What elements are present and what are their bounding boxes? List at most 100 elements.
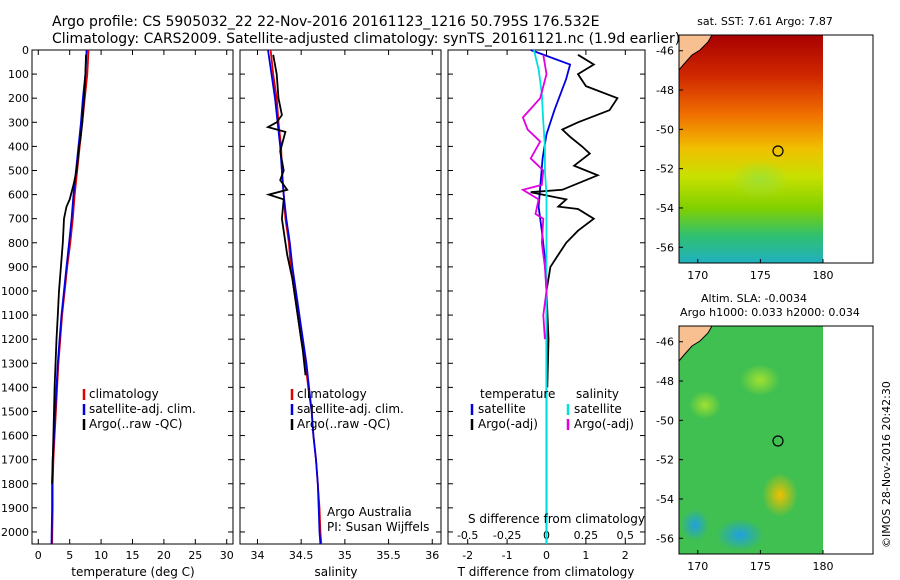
sla-low-anomaly-2 (681, 509, 709, 541)
sst-argo-float-marker (772, 145, 784, 157)
pressure-tick-label: 1400 (1, 381, 29, 394)
sla-map (678, 325, 874, 555)
salinity-x-tick-label: 36 (425, 549, 439, 562)
sla-coastline-land (678, 325, 713, 363)
salinity-series-argo (265, 54, 307, 376)
pressure-tick-label: 1700 (1, 454, 29, 467)
sst_map-lon-tick-label: 180 (813, 269, 834, 282)
pressure-tick-label: 800 (8, 237, 29, 250)
sst_map-lon-tick-label: 175 (750, 269, 771, 282)
pressure-tick-label: 100 (8, 68, 29, 81)
s-difference-axis-title: S difference from climatology (468, 512, 645, 526)
pressure-tick-label: 2000 (1, 526, 29, 539)
pressure-tick-label: 500 (8, 164, 29, 177)
header-line-2: Climatology: CARS2009. Satellite-adjuste… (52, 31, 680, 47)
sst-nodata-region (823, 35, 873, 263)
sst_map-lat-tick-label: -52 (656, 163, 674, 176)
sla-map-frame (678, 325, 874, 555)
pressure-tick-label: 1900 (1, 502, 29, 515)
salinity-panel: 34 34.5 35 35.5 36 climatologysatellite-adj. … (239, 49, 442, 562)
s-difference-tick-label: 0.25 (574, 529, 599, 542)
pressure-tick-label: 300 (8, 116, 29, 129)
sst-map-title: sat. SST: 7.61 Argo: 7.87 (697, 15, 833, 28)
pressure-tick-label: 0 (22, 44, 29, 57)
pressure-tick-label: 1500 (1, 405, 29, 418)
temperature-legend-label: Argo(..raw -QC) (89, 417, 182, 431)
sst-coastline-land (678, 34, 713, 72)
pressure-tick-label: 200 (8, 92, 29, 105)
sla_map-lat-tick-label: -56 (656, 532, 674, 545)
temperature-axis-title: temperature (deg C) (71, 565, 194, 579)
sla-low-anomaly-1 (716, 519, 764, 551)
salinity-legend-label: Argo(..raw -QC) (297, 417, 390, 431)
salinity-x-tick-label: 34 (250, 549, 264, 562)
temperature-x-tick-label: 25 (188, 549, 202, 562)
salinity-x-tick-label: 34.5 (289, 549, 314, 562)
sla_map-lon-tick-label: 180 (813, 560, 834, 573)
sst-field (679, 35, 823, 263)
pressure-tick-label: 1200 (1, 333, 29, 346)
pressure-tick-label: 1800 (1, 478, 29, 491)
difference-panel: -2 -1 0 1 2-0.5 -0.25 0 0.25 0.5temperaturesatel… (447, 49, 646, 562)
difference-x-tick-label: -1 (502, 549, 513, 562)
temperature-x-tick-label: 5 (66, 549, 73, 562)
sla-map-title-line-2: Argo h1000: 0.033 h2000: 0.034 (680, 306, 860, 319)
sla-field-patch-2 (689, 391, 721, 419)
temperature-panel: 0100200300400500600700800900100011001200… (1, 44, 234, 562)
sla-field-patch-1 (740, 364, 780, 396)
temperature-frame (31, 49, 234, 545)
difference-series-t-argo (530, 54, 619, 388)
temperature-legend-label: climatology (89, 387, 159, 401)
temperature-series-argo (51, 54, 87, 484)
temperature-legend-label: satellite-adj. clim. (89, 402, 196, 416)
difference-x-tick-label: -2 (462, 549, 473, 562)
difference-legend-label: satellite (574, 402, 622, 416)
difference-legend-heading: temperature (480, 387, 555, 401)
difference-series-s-satellite (533, 49, 548, 544)
salinity-legend-label: satellite-adj. clim. (297, 402, 404, 416)
difference-legend-label: Argo(-adj) (574, 417, 634, 431)
sla-map-title-line-1: Altim. SLA: -0.0034 (701, 292, 807, 305)
sst-field-patch (730, 160, 790, 200)
salinity-x-tick-label: 35.5 (376, 549, 401, 562)
sla-high-anomaly (762, 473, 798, 517)
sst-map-frame (678, 34, 874, 264)
sla_map-lon-tick-label: 170 (687, 560, 708, 573)
sla_map-lat-tick-label: -48 (656, 375, 674, 388)
sla_map-lat-tick-label: -54 (656, 493, 674, 506)
salinity-x-tick-label: 35 (338, 549, 352, 562)
sla_map-lat-tick-label: -52 (656, 454, 674, 467)
pressure-tick-label: 1300 (1, 357, 29, 370)
sla-argo-float-marker (772, 435, 784, 447)
salinity-legend-label: climatology (297, 387, 367, 401)
difference-x-tick-label: 2 (622, 549, 629, 562)
sst_map-lat-tick-label: -56 (656, 241, 674, 254)
sst-map (678, 34, 874, 264)
pressure-tick-label: 1000 (1, 285, 29, 298)
source-annotation-line-1: Argo Australia (327, 505, 412, 519)
source-annotation-line-2: PI: Susan Wijffels (327, 520, 429, 534)
sla-map-axes: 170 175 180 -46 -48 -50 -52 -54 -56 (656, 336, 833, 573)
temperature-x-tick-label: 0 (35, 549, 42, 562)
sst_map-lat-tick-label: -48 (656, 84, 674, 97)
temperature-x-tick-label: 20 (157, 549, 171, 562)
t-difference-axis-title: T difference from climatology (457, 565, 635, 579)
difference-series-s-argo (520, 54, 548, 340)
temperature-x-tick-label: 10 (94, 549, 108, 562)
sst-map-axes: 170 175 180 -46 -48 -50 -52 -54 -56 (656, 45, 833, 282)
sst_map-lat-tick-label: -50 (656, 123, 674, 136)
s-difference-tick-label: -0.25 (493, 529, 521, 542)
sla_map-lat-tick-label: -46 (656, 336, 674, 349)
sst_map-lon-tick-label: 170 (687, 269, 708, 282)
temperature-x-tick-label: 15 (126, 549, 140, 562)
pressure-tick-label: 900 (8, 261, 29, 274)
difference-legend-heading: salinity (576, 387, 619, 401)
s-difference-tick-label: -0.5 (457, 529, 478, 542)
salinity-axis-title: salinity (314, 565, 357, 579)
pressure-tick-label: 700 (8, 213, 29, 226)
salinity-series-satellite-adj-clim- (267, 49, 322, 545)
pressure-tick-label: 1600 (1, 430, 29, 443)
difference-x-tick-label: 0 (543, 549, 550, 562)
s-difference-tick-label: 0.5 (617, 529, 635, 542)
